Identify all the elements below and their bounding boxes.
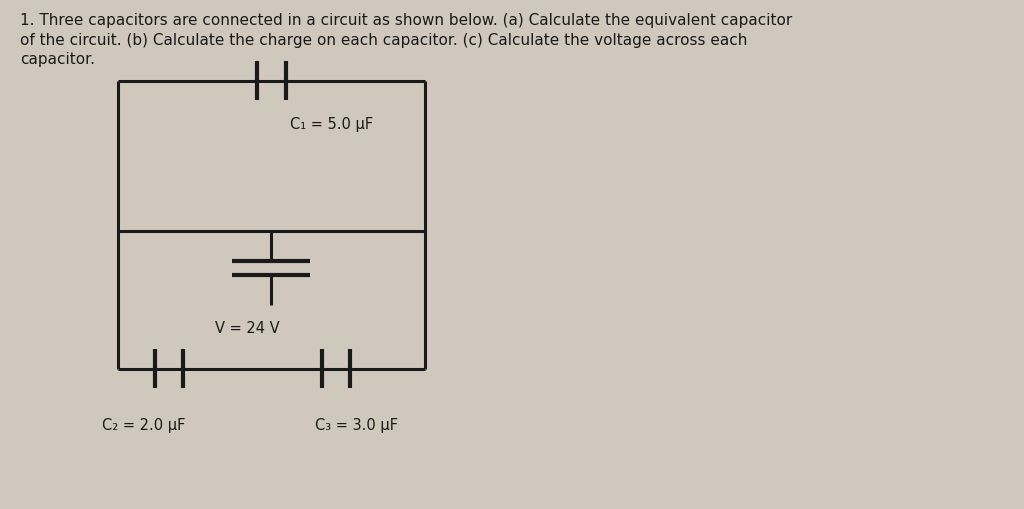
Text: C₁ = 5.0 μF: C₁ = 5.0 μF (290, 117, 373, 132)
Text: C₃ = 3.0 μF: C₃ = 3.0 μF (315, 417, 398, 432)
Text: V = 24 V: V = 24 V (215, 321, 280, 335)
Text: C₂ = 2.0 μF: C₂ = 2.0 μF (102, 417, 185, 432)
Text: 1. Three capacitors are connected in a circuit as shown below. (a) Calculate the: 1. Three capacitors are connected in a c… (20, 13, 793, 67)
